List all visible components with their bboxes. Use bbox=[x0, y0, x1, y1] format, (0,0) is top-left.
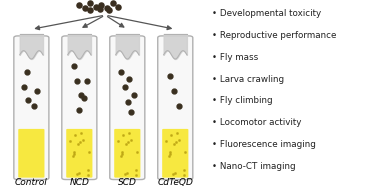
Text: CdTeQD: CdTeQD bbox=[157, 178, 193, 187]
FancyBboxPatch shape bbox=[18, 129, 44, 178]
Text: • Fly mass: • Fly mass bbox=[212, 53, 258, 62]
FancyBboxPatch shape bbox=[162, 129, 188, 178]
FancyBboxPatch shape bbox=[66, 129, 92, 178]
FancyBboxPatch shape bbox=[114, 129, 141, 178]
FancyBboxPatch shape bbox=[110, 36, 145, 180]
FancyBboxPatch shape bbox=[62, 36, 97, 180]
Text: • Developmental toxicity: • Developmental toxicity bbox=[212, 9, 321, 19]
Text: • Fluorescence imaging: • Fluorescence imaging bbox=[212, 140, 316, 149]
FancyBboxPatch shape bbox=[158, 36, 193, 180]
Text: NCD: NCD bbox=[69, 178, 89, 187]
Text: • Fly climbing: • Fly climbing bbox=[212, 96, 273, 105]
Text: • Larva crawling: • Larva crawling bbox=[212, 75, 284, 84]
Text: • Nano-CT imaging: • Nano-CT imaging bbox=[212, 162, 296, 171]
FancyBboxPatch shape bbox=[14, 36, 49, 180]
Text: • Locomotor activity: • Locomotor activity bbox=[212, 118, 301, 127]
Text: Control: Control bbox=[15, 178, 48, 187]
Text: SCD: SCD bbox=[118, 178, 137, 187]
Text: • Reproductive performance: • Reproductive performance bbox=[212, 31, 337, 40]
